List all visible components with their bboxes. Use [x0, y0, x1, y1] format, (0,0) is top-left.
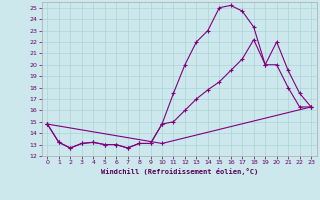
X-axis label: Windchill (Refroidissement éolien,°C): Windchill (Refroidissement éolien,°C)	[100, 168, 258, 175]
